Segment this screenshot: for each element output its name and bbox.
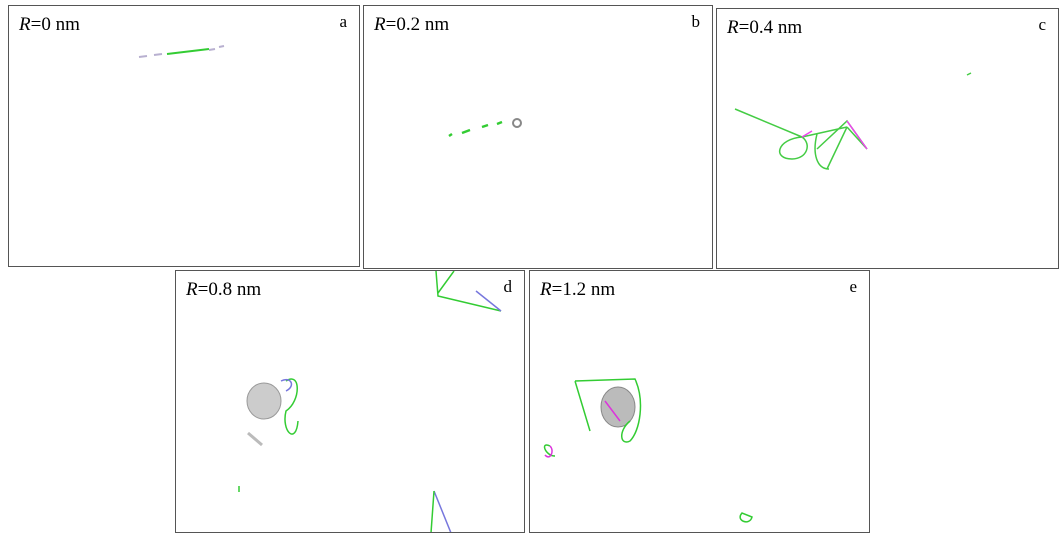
variable: R bbox=[540, 279, 552, 300]
panel-image bbox=[176, 271, 524, 532]
panel-label: R=0 nm bbox=[19, 14, 80, 36]
panel: R=0.8 nm d bbox=[175, 270, 525, 533]
panel: R=1.2 nm e bbox=[529, 270, 870, 533]
panel-label: R=0.4 nm bbox=[727, 17, 802, 39]
label-text: =0.2 nm bbox=[386, 14, 450, 35]
panel: R=0.4 nm c bbox=[716, 8, 1059, 269]
panel-image bbox=[364, 6, 712, 268]
panel: R=0 nm a bbox=[8, 5, 360, 267]
panel-label: R=0.2 nm bbox=[374, 14, 449, 36]
panel-letter: c bbox=[1038, 15, 1046, 35]
panel-letter: b bbox=[692, 12, 701, 32]
label-text: =0 nm bbox=[31, 14, 80, 35]
panel-image bbox=[717, 9, 1058, 268]
variable: R bbox=[186, 279, 198, 300]
label-text: =1.2 nm bbox=[552, 279, 616, 300]
variable: R bbox=[19, 14, 31, 35]
panel-letter: e bbox=[849, 277, 857, 297]
panel-image bbox=[9, 6, 359, 266]
panel-letter: d bbox=[504, 277, 513, 297]
panel-letter: a bbox=[339, 12, 347, 32]
label-text: =0.4 nm bbox=[739, 17, 803, 38]
panel-label: R=0.8 nm bbox=[186, 279, 261, 301]
variable: R bbox=[727, 17, 739, 38]
label-text: =0.8 nm bbox=[198, 279, 262, 300]
panel-image bbox=[530, 271, 869, 532]
panel: R=0.2 nm b bbox=[363, 5, 713, 269]
panel-label: R=1.2 nm bbox=[540, 279, 615, 301]
variable: R bbox=[374, 14, 386, 35]
page: R=0 nm a R=0.2 nm b R=0.4 nm c R=0.8 nm … bbox=[0, 0, 1059, 533]
